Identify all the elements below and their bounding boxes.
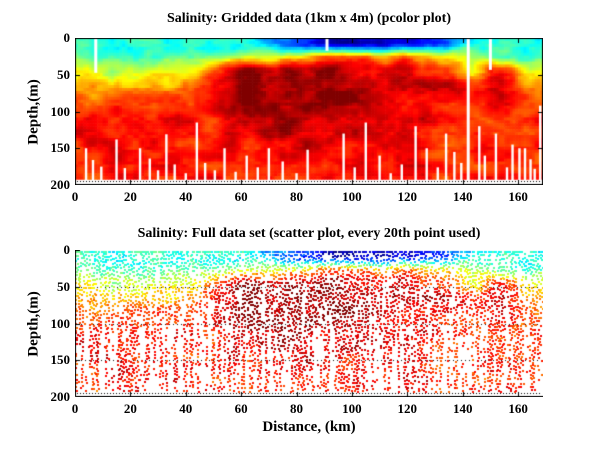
x-tick-label: 0 — [71, 189, 79, 204]
y-tick-label: 0 — [63, 30, 71, 45]
x-tick-label: 100 — [342, 189, 362, 204]
x-tick-label: 100 — [342, 401, 362, 416]
x-axis-label: Distance, (km) — [262, 419, 356, 435]
y-tick-label: 50 — [57, 278, 70, 294]
x-tick-label: 60 — [234, 189, 248, 204]
x-tick-label: 20 — [123, 401, 137, 416]
x-tick-label: 40 — [179, 189, 193, 204]
x-tick-label: 80 — [290, 401, 304, 416]
y-tick-label: 200 — [50, 389, 71, 404]
x-tick-label: 40 — [179, 401, 193, 416]
x-tick-label: 0 — [71, 401, 79, 416]
pcolor-plot-canvas — [75, 38, 543, 185]
y-tick-label: 50 — [57, 66, 70, 82]
y-tick-label: 150 — [50, 352, 71, 368]
x-tick-label: 80 — [290, 189, 304, 204]
y-tick-label: 200 — [50, 177, 71, 192]
y-tick-label: 150 — [50, 140, 71, 156]
x-tick-label: 60 — [234, 401, 248, 416]
chart-title-gridded: Salinity: Gridded data (1km x 4m) (pcolo… — [166, 11, 452, 26]
x-tick-label: 120 — [397, 401, 418, 416]
x-tick-label: 140 — [452, 189, 473, 204]
x-tick-label: 120 — [397, 189, 418, 204]
y-tick-label: 100 — [50, 315, 71, 331]
x-tick-label: 160 — [508, 401, 528, 416]
chart-title-scatter: Salinity: Full data set (scatter plot, e… — [137, 226, 481, 241]
x-tick-label: 20 — [123, 189, 137, 204]
y-tick-label: 0 — [63, 242, 71, 257]
y-tick-label: 100 — [50, 103, 71, 119]
x-tick-label: 140 — [452, 401, 473, 416]
scatter-plot-canvas — [75, 250, 543, 397]
x-tick-label: 160 — [508, 189, 528, 204]
